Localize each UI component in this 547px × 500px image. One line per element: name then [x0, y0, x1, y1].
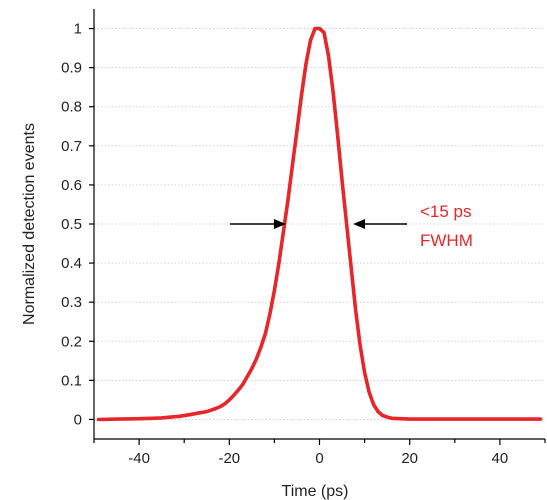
x-tick-label: 20	[401, 450, 418, 467]
left-arrow-head	[273, 219, 286, 229]
y-tick-label: 0.7	[61, 138, 82, 155]
gridlines	[94, 28, 545, 420]
x-axis-label: Time (ps)	[282, 483, 349, 500]
y-tick-label: 0.4	[61, 255, 82, 272]
y-tick-group: 0 0.1 0.2 0.3 0.4 0.5 0.6 0.7 0.8 0.9 1	[61, 21, 94, 428]
annotation-line-2: FWHM	[420, 231, 473, 250]
y-tick-label: 0.8	[61, 99, 82, 116]
x-tick-group: -40 -20 0 20 40	[93, 439, 546, 467]
y-tick-label: 0.5	[61, 216, 82, 233]
x-tick-label: -20	[218, 450, 240, 467]
y-tick-label: 0.3	[61, 294, 82, 311]
series-group	[96, 26, 543, 422]
x-tick-label: 40	[492, 450, 509, 467]
right-arrow-head	[353, 219, 366, 229]
series-line	[96, 26, 543, 422]
y-tick-label: 1	[74, 21, 82, 38]
fwhm-annotation: <15 ps FWHM	[229, 202, 473, 250]
x-tick-label: -40	[128, 450, 150, 467]
y-tick-label: 0.6	[61, 177, 82, 194]
y-tick-label: 0.9	[61, 60, 82, 77]
y-axis-label: Normalized detection events	[21, 123, 38, 325]
annotation-line-1: <15 ps	[420, 202, 472, 221]
x-tick-label: 0	[315, 450, 323, 467]
y-tick-label: 0	[74, 411, 82, 428]
y-tick-label: 0.1	[61, 372, 82, 389]
y-tick-label: 0.2	[61, 333, 82, 350]
